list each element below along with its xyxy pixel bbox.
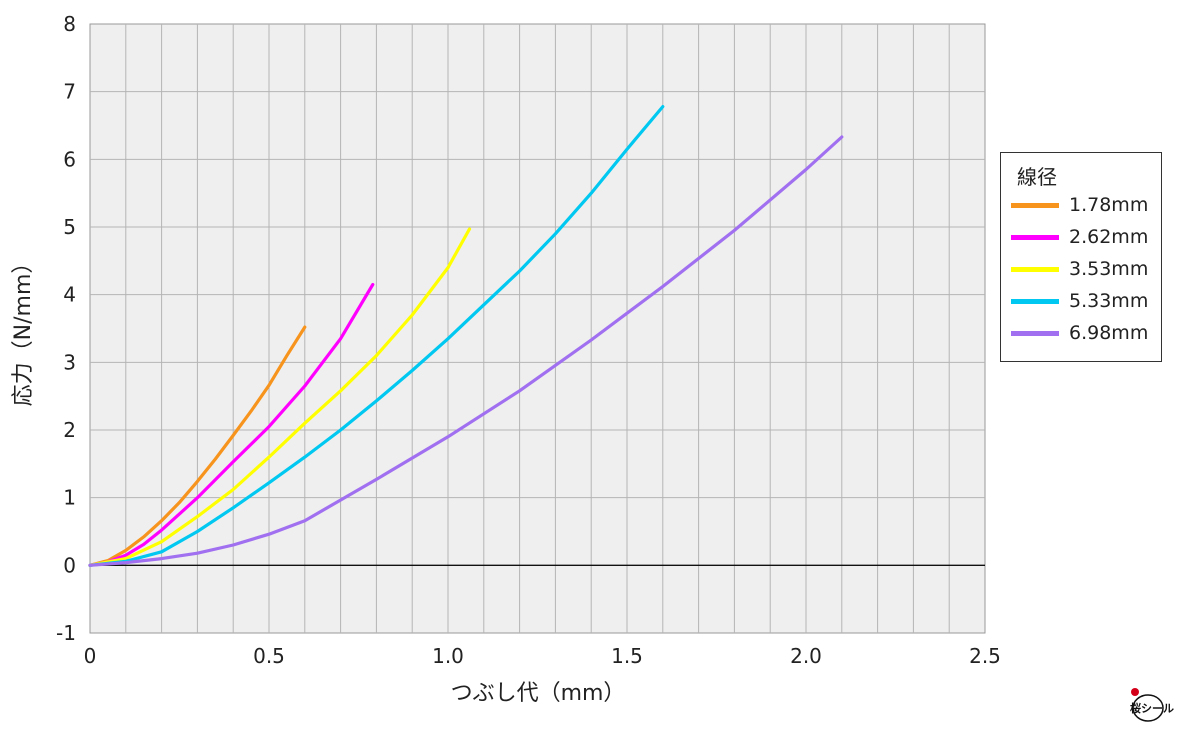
series-line-5 <box>88 135 844 567</box>
series-line-2 <box>88 282 375 567</box>
series-line-3 <box>88 227 472 567</box>
x-tick-label: 1.5 <box>611 644 643 668</box>
y-tick-label: 7 <box>63 80 76 104</box>
legend-label-3: 3.53mm <box>1069 258 1149 280</box>
y-tick-label: 3 <box>63 350 76 374</box>
x-tick-label: 0 <box>84 644 97 668</box>
x-tick-label: 1.0 <box>432 644 464 668</box>
y-tick-label: 4 <box>63 283 76 307</box>
legend-swatch-5 <box>1011 330 1059 336</box>
series-line-1 <box>88 325 307 567</box>
legend-label-5: 6.98mm <box>1069 322 1149 344</box>
y-tick-label: 0 <box>63 553 76 577</box>
plot-area <box>89 23 986 634</box>
legend-label-1: 1.78mm <box>1069 194 1149 216</box>
x-axis-ticks: 0 0.5 1.0 1.5 2.0 2.5 <box>84 644 1001 668</box>
x-tick-label: 2.0 <box>790 644 822 668</box>
series-lines <box>88 105 844 567</box>
company-logo-text: 桜シール <box>1130 702 1174 715</box>
legend-item-4: 5.33mm <box>1011 287 1161 315</box>
x-tick-label: 0.5 <box>253 644 285 668</box>
y-axis-ticks: -1 0 1 2 3 4 5 6 7 8 <box>56 12 76 645</box>
y-tick-label: 2 <box>63 418 76 442</box>
legend-swatch-3 <box>1011 266 1059 272</box>
y-tick-label: 5 <box>63 215 76 239</box>
legend-swatch-4 <box>1011 298 1059 304</box>
legend-label-2: 2.62mm <box>1069 226 1149 248</box>
legend-item-1: 1.78mm <box>1011 191 1161 219</box>
legend-item-3: 3.53mm <box>1011 255 1161 283</box>
legend-label-4: 5.33mm <box>1069 290 1149 312</box>
x-tick-label: 2.5 <box>969 644 1001 668</box>
y-tick-label: 6 <box>63 147 76 171</box>
grid <box>90 24 985 633</box>
legend-swatch-1 <box>1011 202 1059 208</box>
legend: 線径 1.78mm 2.62mm 3.53mm 5.33mm 6.98mm <box>1000 152 1162 362</box>
series-line-4 <box>88 105 665 567</box>
y-axis-title: 応力（N/mm） <box>11 252 36 407</box>
y-tick-label: -1 <box>56 621 76 645</box>
y-tick-label: 8 <box>63 12 76 36</box>
legend-swatch-2 <box>1011 234 1059 240</box>
legend-item-2: 2.62mm <box>1011 223 1161 251</box>
legend-title: 線径 <box>1017 165 1057 189</box>
company-logo <box>1131 688 1164 722</box>
legend-item-5: 6.98mm <box>1011 319 1161 347</box>
x-axis-title: つぶし代（mm） <box>451 681 626 706</box>
y-tick-label: 1 <box>63 486 76 510</box>
